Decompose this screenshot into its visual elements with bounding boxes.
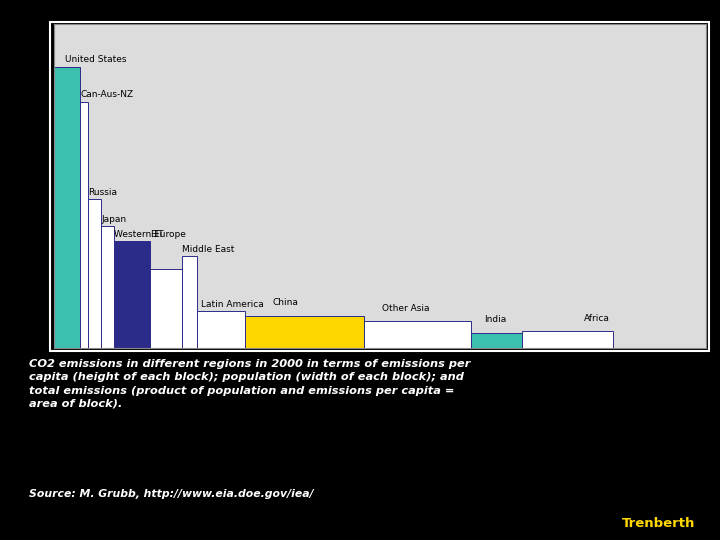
Bar [54, 66, 80, 348]
Bar [181, 256, 197, 348]
Bar [150, 268, 181, 348]
Bar [245, 316, 364, 348]
Bar [80, 102, 88, 348]
Bar [364, 321, 471, 348]
Text: Can-Aus-NZ: Can-Aus-NZ [81, 90, 134, 99]
Bar [88, 199, 102, 348]
Bar [471, 333, 522, 348]
Text: Western Europe: Western Europe [114, 230, 186, 239]
Text: United States: United States [66, 55, 127, 64]
Text: Trenberth: Trenberth [621, 517, 695, 530]
Bar [522, 331, 613, 348]
Bar [197, 311, 245, 348]
Text: India: India [484, 315, 506, 324]
Bar [102, 226, 114, 348]
Text: EIT: EIT [150, 230, 164, 239]
Bar [114, 241, 150, 348]
Text: Middle East: Middle East [182, 245, 235, 254]
Text: CO2 emissions in different regions in 2000 in terms of emissions per
capita (hei: CO2 emissions in different regions in 20… [29, 359, 470, 409]
Text: Other Asia: Other Asia [382, 304, 429, 313]
Text: China: China [273, 299, 299, 307]
Text: Russia: Russia [88, 188, 117, 197]
Text: Latin America: Latin America [201, 300, 264, 309]
Text: Japan: Japan [102, 215, 127, 224]
Y-axis label: Emissions (Tonnes of Carbon Per Capita): Emissions (Tonnes of Carbon Per Capita) [9, 81, 19, 292]
X-axis label: Population
(Million): Population (Million) [352, 372, 408, 393]
Text: Africa: Africa [584, 314, 610, 323]
Text: Source: M. Grubb, http://www.eia.doe.gov/iea/: Source: M. Grubb, http://www.eia.doe.gov… [29, 489, 313, 499]
